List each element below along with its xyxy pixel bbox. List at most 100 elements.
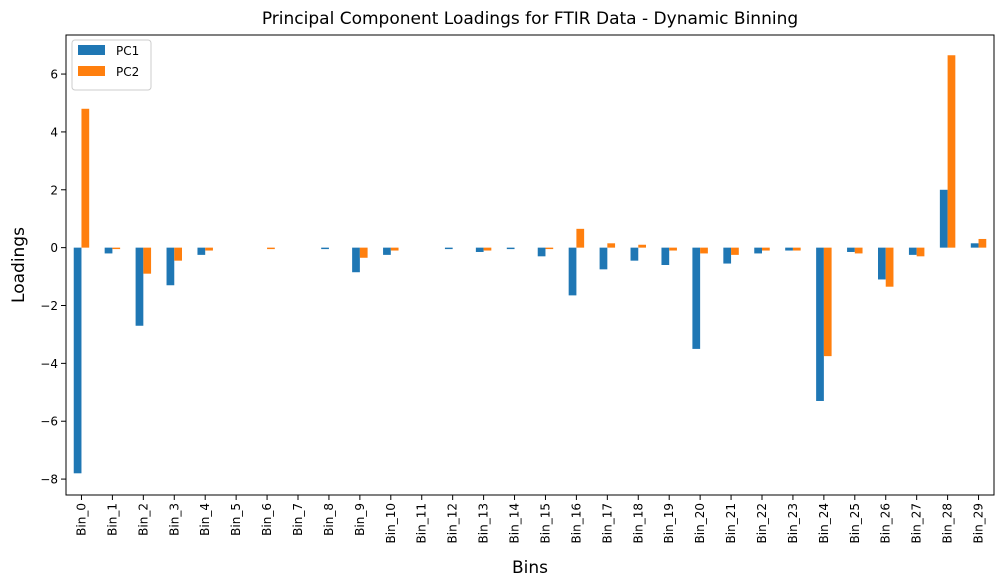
x-tick-label: Bin_28	[941, 503, 955, 543]
bar-pc2-bin_6	[267, 247, 275, 250]
x-tick-label: Bin_5	[229, 503, 243, 536]
bar-pc1-bin_18	[630, 247, 639, 261]
x-tick-label: Bin_6	[260, 503, 274, 536]
bar-pc1-bin_16	[568, 247, 577, 296]
legend: PC1 PC2	[71, 39, 152, 91]
bar-pc1-bin_19	[661, 247, 670, 265]
x-axis: Bin_0 Bin_1 Bin_2 Bin_3 Bin_4 Bin_5 Bin_6 Bin_7…	[74, 495, 986, 543]
bar-pc1-bin_13	[475, 247, 484, 252]
bar-pc2-bin_16	[576, 228, 585, 248]
chart-title: Principal Component Loadings for FTIR Da…	[262, 9, 798, 29]
y-tick-label: −4	[40, 357, 58, 371]
x-tick-label: Bin_24	[817, 503, 831, 543]
bar-pc1-bin_17	[599, 247, 608, 270]
x-tick-label: Bin_29	[972, 503, 986, 543]
x-tick-label: Bin_3	[167, 503, 181, 536]
bar-pc2-bin_24	[823, 247, 832, 357]
x-tick-label: Bin_18	[631, 503, 645, 543]
bar-pc2-bin_26	[885, 247, 894, 287]
bar-pc1-bin_24	[816, 247, 824, 401]
legend-swatch-pc1	[78, 45, 105, 55]
bar-pc2-bin_4	[205, 247, 213, 251]
bar-pc1-bin_3	[166, 247, 175, 286]
bar-pc2-bin_20	[700, 247, 708, 254]
bar-pc2-bin_23	[792, 247, 801, 251]
y-tick-label: −6	[40, 415, 58, 429]
x-tick-label: Bin_8	[322, 503, 336, 536]
y-axis: −8 −6 −4 −2 0 2 4 6	[40, 68, 66, 487]
bar-pc2-bin_29	[978, 238, 987, 248]
bar-pc2-bin_17	[607, 243, 616, 248]
bar-pc2-bin_27	[916, 247, 925, 257]
bar-pc2-bin_2	[143, 247, 152, 274]
x-tick-label: Bin_1	[105, 503, 119, 536]
bar-pc1-bin_27	[908, 247, 917, 255]
bar-pc2-bin_1	[112, 247, 121, 250]
x-tick-label: Bin_21	[724, 503, 738, 543]
y-tick-label: 2	[50, 183, 58, 197]
x-tick-label: Bin_15	[538, 503, 552, 543]
bars-group	[73, 55, 987, 474]
x-tick-label: Bin_19	[662, 503, 676, 543]
bar-pc1-bin_15	[537, 247, 546, 257]
legend-label-pc2: PC2	[116, 65, 139, 79]
bar-pc2-bin_22	[762, 247, 770, 251]
legend-label-pc1: PC1	[116, 44, 139, 58]
bar-pc2-bin_28	[947, 55, 956, 248]
bar-pc1-bin_25	[847, 247, 855, 252]
bar-pc1-bin_10	[383, 247, 391, 255]
x-tick-label: Bin_20	[693, 503, 707, 543]
x-tick-label: Bin_4	[198, 503, 212, 536]
x-tick-label: Bin_23	[786, 503, 800, 543]
bar-pc1-bin_22	[754, 247, 762, 254]
bar-pc2-bin_21	[731, 247, 739, 255]
y-tick-label: −2	[40, 299, 58, 313]
x-tick-label: Bin_2	[136, 503, 150, 536]
x-tick-label: Bin_27	[910, 503, 924, 543]
y-tick-label: 0	[50, 241, 58, 255]
x-axis-label: Bins	[512, 558, 548, 578]
x-tick-label: Bin_22	[755, 503, 769, 543]
bar-pc1-bin_0	[73, 247, 82, 474]
plot-frame	[65, 34, 995, 496]
bar-pc1-bin_8	[321, 247, 329, 250]
bar-pc2-bin_10	[390, 247, 399, 251]
y-tick-label: 4	[50, 125, 58, 139]
x-tick-label: Bin_0	[74, 503, 88, 536]
bar-pc1-bin_9	[352, 247, 360, 273]
x-tick-label: Bin_16	[569, 503, 583, 543]
y-tick-label: 6	[50, 68, 58, 82]
bar-pc1-bin_26	[878, 247, 886, 280]
x-tick-label: Bin_14	[508, 503, 522, 543]
bar-pc2-bin_13	[483, 247, 492, 251]
bar-pc1-bin_1	[104, 247, 113, 254]
bar-pc2-bin_18	[638, 244, 646, 248]
x-tick-label: Bin_17	[600, 503, 614, 543]
bar-pc2-bin_19	[669, 247, 677, 251]
x-tick-label: Bin_13	[477, 503, 491, 543]
bar-pc1-bin_14	[506, 247, 515, 250]
bar-pc1-bin_20	[692, 247, 701, 349]
x-tick-label: Bin_25	[848, 503, 862, 543]
y-tick-label: −8	[40, 473, 58, 487]
x-tick-label: Bin_10	[384, 503, 398, 543]
x-tick-label: Bin_7	[291, 503, 305, 536]
bar-pc2-bin_0	[81, 108, 90, 248]
x-tick-label: Bin_11	[415, 503, 429, 543]
bar-pc1-bin_28	[939, 189, 948, 248]
bar-pc1-bin_12	[444, 247, 453, 250]
bar-pc2-bin_15	[545, 247, 554, 250]
x-tick-label: Bin_12	[446, 503, 460, 543]
y-axis-label: Loadings	[9, 227, 29, 303]
bar-pc2-bin_25	[854, 247, 863, 254]
bar-pc1-bin_4	[197, 247, 206, 255]
bar-pc1-bin_2	[135, 247, 144, 326]
bar-pc1-bin_21	[723, 247, 732, 264]
legend-swatch-pc2	[78, 66, 105, 76]
bar-pc1-bin_29	[970, 243, 979, 248]
bar-pc1-bin_23	[785, 247, 793, 251]
x-tick-label: Bin_26	[879, 503, 893, 543]
bar-pc2-bin_9	[359, 247, 368, 258]
bar-pc2-bin_3	[174, 247, 182, 261]
